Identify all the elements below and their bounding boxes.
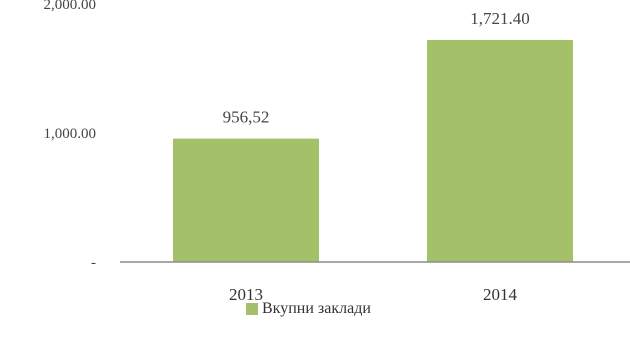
data-label: 1,721.40 [470,9,530,28]
legend-label: Вкупни заклади [262,300,371,317]
legend-swatch [246,303,258,315]
legend: Вкупни заклади [246,300,371,318]
x-tick-label: 2014 [483,285,518,304]
x-tick-label: 2013 [229,285,263,304]
x-axis-tick-labels: 2013 2014 [229,285,518,304]
y-axis-ticks: - 1,000.00 2,000.00 [44,0,97,271]
bar [427,39,573,263]
y-tick-label: 1,000.00 [44,126,97,142]
data-label: 956,52 [223,108,270,127]
data-labels: 956,52 1,721.40 [223,9,530,127]
y-tick-label: 2,000.00 [44,0,97,13]
y-tick-label: - [91,255,96,271]
bars [173,39,573,263]
bar [173,138,319,262]
